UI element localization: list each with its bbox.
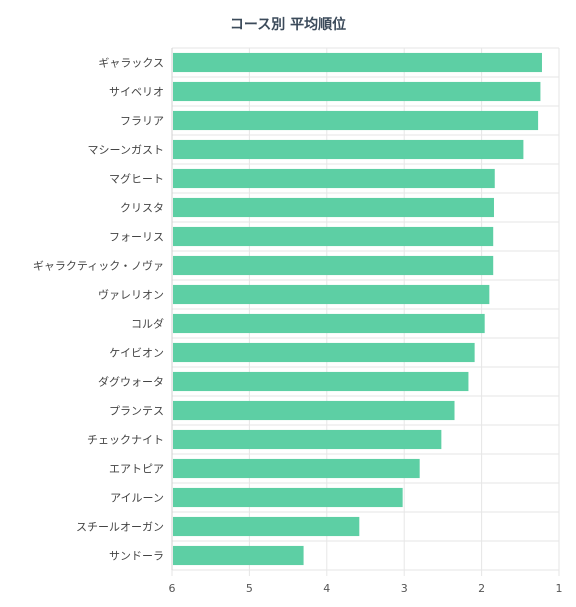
category-label: ギャラクティック・ノヴァ — [33, 259, 164, 273]
category-label: エアトピア — [109, 463, 164, 476]
x-tick-label: 3 — [401, 582, 408, 595]
x-tick-label: 2 — [478, 582, 485, 595]
bar — [173, 400, 455, 421]
bar — [173, 110, 539, 131]
bar — [173, 255, 494, 276]
category-label: ギャラックス — [98, 57, 164, 70]
bar — [173, 516, 360, 537]
chart-title: コース別 平均順位 — [229, 17, 347, 33]
category-label: サイベリオ — [109, 86, 164, 99]
category-label: プランテス — [109, 405, 164, 418]
category-label: チェックナイト — [87, 434, 164, 447]
bar — [173, 139, 524, 160]
bar — [173, 371, 469, 392]
category-label: フォーリス — [109, 231, 164, 244]
bar — [173, 81, 541, 102]
category-label: コルダ — [131, 317, 164, 331]
category-label: アイルーン — [110, 492, 164, 505]
bar — [173, 545, 304, 566]
category-label: マシーンガスト — [88, 144, 164, 157]
category-label: クリスタ — [120, 202, 164, 215]
bar — [173, 52, 542, 73]
x-tick-label: 1 — [556, 582, 563, 595]
category-label: ダグウォータ — [98, 375, 164, 389]
bar — [173, 284, 490, 305]
x-tick-label: 4 — [323, 582, 330, 595]
bar — [173, 429, 442, 450]
bar — [173, 487, 403, 508]
bar — [173, 226, 494, 247]
category-label: サンドーラ — [109, 550, 164, 563]
bar — [173, 197, 494, 218]
bar — [173, 458, 420, 479]
bar — [173, 313, 485, 334]
category-label: ヴァレリオン — [98, 288, 164, 302]
category-label: マグヒート — [109, 172, 164, 186]
bar — [173, 342, 475, 363]
category-label: スチールオーガン — [76, 521, 164, 534]
bar — [173, 168, 495, 189]
category-label: フラリア — [120, 115, 164, 128]
category-label: ケイビオン — [109, 347, 164, 360]
x-tick-label: 6 — [169, 582, 176, 595]
x-tick-label: 5 — [246, 582, 253, 595]
